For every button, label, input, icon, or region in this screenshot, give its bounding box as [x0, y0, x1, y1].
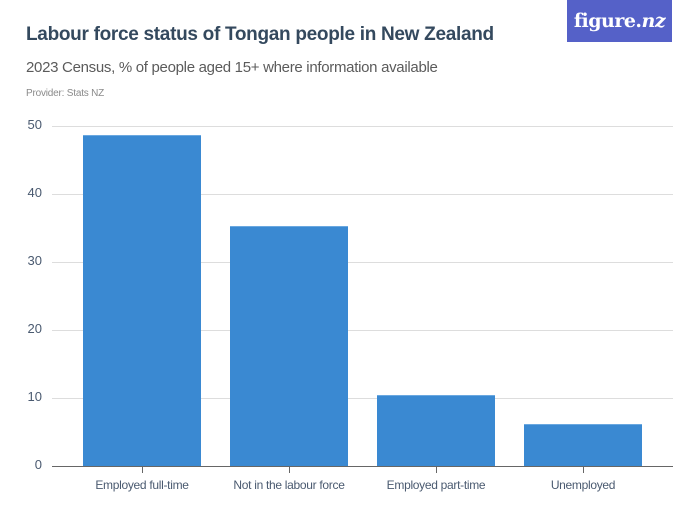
- x-axis-line: [52, 466, 673, 467]
- y-tick-label: 10: [27, 389, 42, 404]
- y-tick-label: 40: [27, 185, 42, 200]
- x-tick-label: Not in the labour force: [233, 478, 345, 492]
- y-tick-label: 50: [27, 117, 42, 132]
- provider-label: Provider: Stats NZ: [26, 88, 105, 99]
- y-tick-label: 0: [34, 457, 42, 472]
- gridline: [52, 262, 673, 263]
- bar[interactable]: [230, 226, 348, 466]
- chart-title: Labour force status of Tongan people in …: [26, 24, 494, 45]
- bar[interactable]: [524, 424, 642, 466]
- gridline: [52, 398, 673, 399]
- figure-nz-logo[interactable]: figure. nz: [567, 0, 672, 42]
- chart-subtitle: 2023 Census, % of people aged 15+ where …: [26, 59, 438, 76]
- bar[interactable]: [377, 395, 495, 466]
- x-tick-mark: [583, 467, 584, 473]
- x-tick-label: Employed part-time: [386, 478, 486, 492]
- y-tick-label: 20: [27, 321, 42, 336]
- logo-text-nz: nz: [641, 10, 666, 32]
- gridline: [52, 126, 673, 127]
- gridline: [52, 194, 673, 195]
- x-tick-mark: [436, 467, 437, 473]
- gridline: [52, 330, 673, 331]
- x-tick-label: Unemployed: [550, 478, 616, 492]
- y-tick-label: 30: [27, 253, 42, 268]
- x-tick-label: Employed full-time: [95, 478, 189, 492]
- x-tick-mark: [289, 467, 290, 473]
- x-tick-mark: [142, 467, 143, 473]
- logo-text: figure.: [573, 10, 642, 32]
- bar[interactable]: [83, 135, 201, 466]
